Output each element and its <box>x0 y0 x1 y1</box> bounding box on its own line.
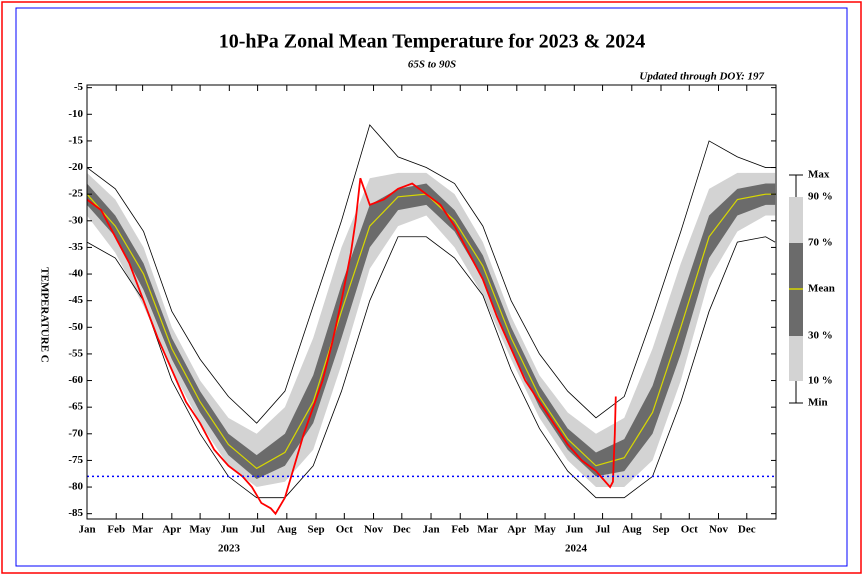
y-tick-label: -45 <box>68 294 83 306</box>
x-tick-label: Nov <box>709 524 728 536</box>
y-tick-label: -30 <box>68 214 83 226</box>
x-tick-label: Jan <box>422 524 439 536</box>
y-tick-label: -60 <box>68 374 83 386</box>
x-tick-label: Apr <box>507 524 526 536</box>
y-tick-label: -10 <box>68 108 83 120</box>
x-tick-label: Apr <box>162 524 181 536</box>
x-tick-label: Feb <box>451 524 469 536</box>
legend-label: Max <box>808 169 830 181</box>
x-tick-label: Jul <box>595 524 610 536</box>
y-tick-label: -50 <box>68 321 83 333</box>
percentile-band <box>87 183 776 480</box>
y-tick-label: -70 <box>68 427 83 439</box>
x-tick-label: Sep <box>307 524 324 536</box>
y-tick-label: -20 <box>68 161 83 173</box>
y-tick-label: -5 <box>74 81 84 93</box>
legend-label: 70 % <box>808 237 833 249</box>
year-label: 2024 <box>565 543 588 555</box>
chart-title: 10-hPa Zonal Mean Temperature for 2023 &… <box>219 31 645 53</box>
extreme-line <box>86 124 776 424</box>
x-tick-label: Jun <box>220 524 238 536</box>
x-tick-label: Mar <box>477 524 498 536</box>
x-tick-label: Nov <box>364 524 383 536</box>
x-tick-label: Oct <box>336 524 353 536</box>
y-tick-label: -35 <box>68 241 83 253</box>
y-tick-label: -40 <box>68 268 83 280</box>
y-tick-label: -25 <box>68 188 83 200</box>
x-tick-label: Feb <box>107 524 125 536</box>
legend-label: 90 % <box>808 191 833 203</box>
observed-line <box>86 177 617 516</box>
y-tick-label: -75 <box>68 454 83 466</box>
year-label: 2023 <box>218 543 241 555</box>
y-axis-label: TEMPERATURE C <box>38 267 50 362</box>
x-tick-label: Oct <box>681 524 698 536</box>
x-tick-label: Jan <box>78 524 95 536</box>
legend-label: 30 % <box>808 330 833 342</box>
y-tick-label: -15 <box>68 134 83 146</box>
x-tick-label: Dec <box>738 524 756 536</box>
mean-line <box>86 193 776 470</box>
y-tick-label: -55 <box>68 347 83 359</box>
legend-label: 10 % <box>808 375 833 387</box>
x-tick-label: Sep <box>652 524 669 536</box>
y-tick-label: -85 <box>68 507 83 519</box>
annotation: Updated through DOY: 197 <box>639 71 764 83</box>
y-tick-label: -80 <box>68 481 83 493</box>
x-tick-label: May <box>534 524 556 536</box>
inner-frame <box>15 7 848 567</box>
x-tick-label: Mar <box>132 524 153 536</box>
x-tick-label: May <box>189 524 211 536</box>
subtitle: 65S to 90S <box>408 59 456 71</box>
x-tick-label: Aug <box>622 524 642 536</box>
x-tick-label: Jun <box>565 524 583 536</box>
extreme-line <box>86 236 776 499</box>
percentile-band <box>87 172 776 488</box>
x-tick-label: Jul <box>250 524 265 536</box>
y-tick-label: -65 <box>68 401 83 413</box>
legend-label: Mean <box>808 283 835 295</box>
x-tick-label: Aug <box>277 524 297 536</box>
x-tick-label: Dec <box>393 524 411 536</box>
legend-label: Min <box>808 397 828 409</box>
